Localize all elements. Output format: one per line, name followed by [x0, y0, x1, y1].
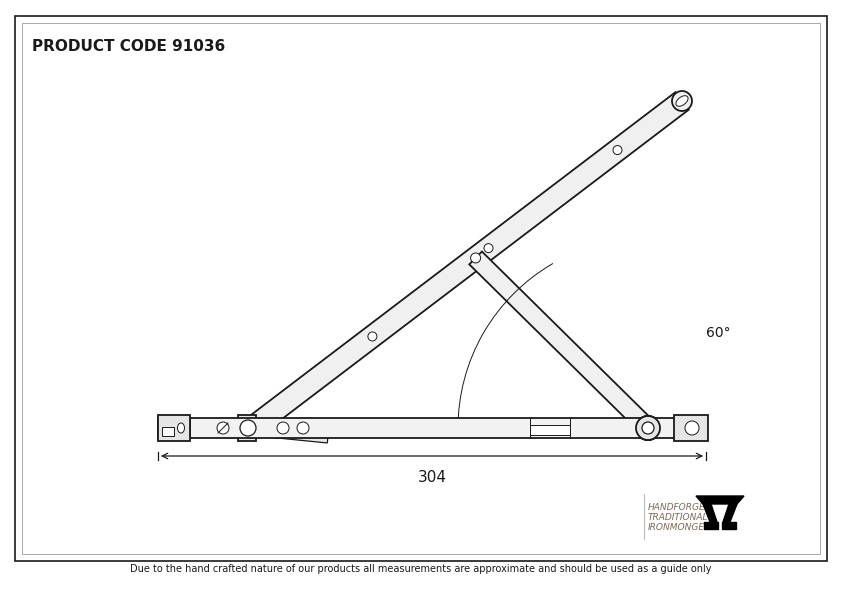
Polygon shape — [696, 496, 744, 504]
Circle shape — [242, 421, 248, 426]
Bar — [158, 418, 706, 438]
Text: HANDFORGED: HANDFORGED — [648, 504, 712, 513]
Bar — [158, 415, 190, 441]
Circle shape — [636, 416, 660, 440]
Polygon shape — [248, 421, 328, 443]
Bar — [674, 415, 708, 441]
Circle shape — [642, 422, 654, 434]
Text: 304: 304 — [418, 470, 446, 485]
Circle shape — [484, 244, 493, 253]
Ellipse shape — [676, 96, 688, 106]
Circle shape — [642, 422, 654, 434]
Circle shape — [297, 422, 309, 434]
Circle shape — [217, 422, 229, 434]
Text: PRODUCT CODE 91036: PRODUCT CODE 91036 — [32, 39, 226, 54]
Circle shape — [242, 430, 248, 436]
Circle shape — [277, 422, 289, 434]
Circle shape — [242, 426, 248, 430]
Bar — [22, 23, 820, 554]
Circle shape — [240, 420, 256, 436]
Text: IRONMONGERY: IRONMONGERY — [648, 523, 717, 532]
Polygon shape — [469, 252, 654, 434]
Text: 60°: 60° — [706, 326, 731, 340]
Polygon shape — [703, 504, 717, 522]
Bar — [530, 425, 570, 435]
Polygon shape — [245, 92, 689, 437]
Polygon shape — [723, 504, 737, 522]
Circle shape — [636, 416, 660, 440]
Bar — [162, 427, 174, 436]
Circle shape — [613, 145, 622, 154]
Polygon shape — [704, 522, 718, 529]
Ellipse shape — [178, 423, 184, 433]
Circle shape — [368, 332, 377, 341]
Circle shape — [685, 421, 699, 435]
Text: TRADITIONAL: TRADITIONAL — [648, 514, 708, 523]
Ellipse shape — [672, 91, 692, 111]
Circle shape — [636, 416, 660, 440]
Bar — [238, 415, 256, 441]
Polygon shape — [722, 522, 736, 529]
Circle shape — [471, 253, 481, 263]
Text: Due to the hand crafted nature of our products all measurements are approximate : Due to the hand crafted nature of our pr… — [131, 564, 711, 574]
